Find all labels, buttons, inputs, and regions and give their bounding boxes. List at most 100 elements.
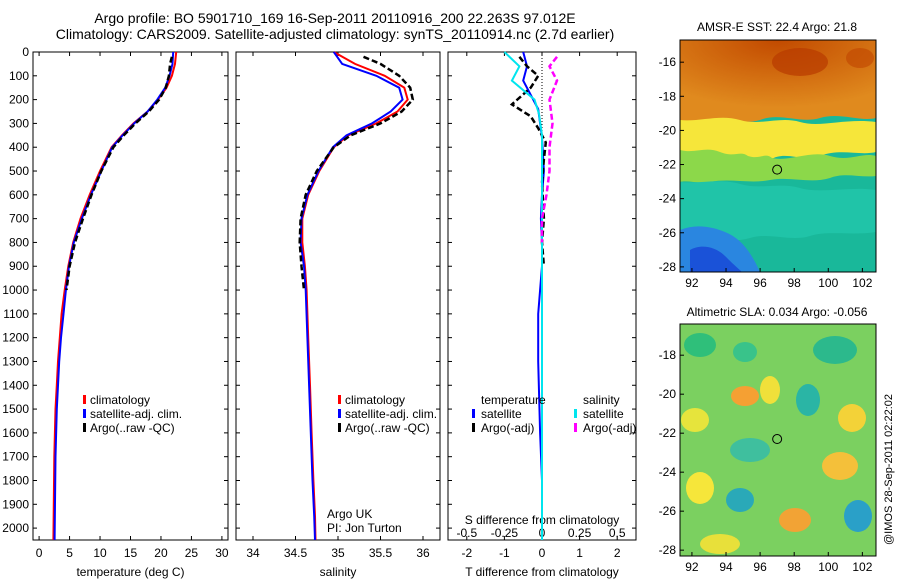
title-line-2: Climatology: CARS2009. Satellite-adjuste… xyxy=(55,26,615,42)
map-y-tick-label: -16 xyxy=(659,55,677,69)
sst-warm-region xyxy=(680,40,876,125)
map-y-tick-label: -24 xyxy=(659,192,677,206)
legend-swatch-t-argo xyxy=(472,423,475,432)
series-line xyxy=(65,56,174,291)
y-tick-label: 1300 xyxy=(2,354,29,368)
x-tick-label: -2 xyxy=(461,546,472,560)
x-tick-label: 2 xyxy=(614,546,621,560)
sla-low-patch xyxy=(844,500,872,532)
series-line xyxy=(299,51,404,541)
x-tick-label: 30 xyxy=(215,546,229,560)
series-line xyxy=(540,56,559,243)
x-tick-label: 0 xyxy=(36,546,43,560)
legend-swatch-satellite xyxy=(338,409,341,418)
series-line xyxy=(301,51,409,541)
sst-mid-yellow xyxy=(680,117,876,164)
sla-low-patch xyxy=(684,333,716,357)
map-y-tick-label: -22 xyxy=(659,158,677,172)
sla-low-patch xyxy=(796,384,820,416)
x-axis-label: temperature (deg C) xyxy=(76,565,184,579)
legend-label-satellite: satellite-adj. clim. xyxy=(345,407,437,421)
sst-map-frame xyxy=(679,39,877,273)
map-x-tick-label: 98 xyxy=(788,560,802,574)
series-line xyxy=(298,55,415,291)
series-line xyxy=(509,56,548,267)
sla-high-patch xyxy=(686,472,714,504)
map-y-tick-label: -18 xyxy=(659,89,677,103)
x-tick-label: 35.5 xyxy=(369,546,393,560)
sla-high-patch xyxy=(760,376,780,404)
temperature-panel: 0 5 10 15 20 25 30 temperature (deg C) 0 100 200 30… xyxy=(2,45,229,579)
sst-map-title: AMSR-E SST: 22.4 Argo: 21.8 xyxy=(697,20,857,34)
sst-hot-patch xyxy=(846,48,874,68)
annotation-line-1: Argo UK xyxy=(327,507,372,521)
x-axis-label: salinity xyxy=(320,565,357,579)
imos-timestamp: @IMOS 28-Sep-2011 02:22:02 xyxy=(883,394,895,545)
x-tick-label: 0 xyxy=(539,546,546,560)
sla-low-patch xyxy=(813,336,857,364)
legend-swatch-s-argo xyxy=(574,423,577,432)
legend-label-argo: Argo(..raw -QC) xyxy=(345,421,430,435)
sla-map-frame xyxy=(679,323,877,557)
legend-label-t-argo: Argo(-adj) xyxy=(481,421,534,435)
salinity-panel: 34 34.5 35 35.5 36 salinity xyxy=(235,51,441,579)
map-y-tick-label: -24 xyxy=(659,465,677,479)
x-tick-label: 35 xyxy=(331,546,345,560)
legend-salinity: climatology satellite-adj. clim. Argo(..… xyxy=(327,393,437,535)
map-x-tick-label: 92 xyxy=(685,560,699,574)
series-line xyxy=(53,51,175,541)
sla-map-title: Altimetric SLA: 0.034 Argo: -0.056 xyxy=(687,305,868,319)
map-y-tick-label: -26 xyxy=(659,226,677,240)
y-tick-label: 600 xyxy=(9,188,29,202)
sla-low-patch xyxy=(730,438,770,462)
x-tick-label: 10 xyxy=(93,546,107,560)
sst-cold-core xyxy=(690,246,742,272)
legend-difference: temperature salinity satellite Argo(-adj… xyxy=(472,393,636,435)
legend-heading-temperature: temperature xyxy=(481,393,546,407)
map-x-tick-label: 102 xyxy=(852,560,872,574)
legend-label-climatology: climatology xyxy=(345,393,405,407)
sla-high-patch xyxy=(822,452,858,480)
map-x-tick-label: 96 xyxy=(753,276,767,290)
legend-heading-salinity: salinity xyxy=(583,393,620,407)
map-y-tick-label: -18 xyxy=(659,348,677,362)
sst-argo-marker xyxy=(772,164,783,175)
sla-low-patch xyxy=(726,488,754,512)
legend-swatch-argo xyxy=(83,423,86,432)
x-tick-label-top: -0.5 xyxy=(456,526,477,540)
map-x-tick-label: 102 xyxy=(852,276,872,290)
map-x-tick-label: 100 xyxy=(818,276,838,290)
x-tick-label: 34 xyxy=(246,546,260,560)
y-tick-label: 300 xyxy=(9,116,29,130)
legend-label-argo: Argo(..raw -QC) xyxy=(90,421,175,435)
y-tick-label: 1400 xyxy=(2,378,29,392)
sla-high-patch xyxy=(838,404,866,432)
title-line-1: Argo profile: BO 5901710_169 16-Sep-2011… xyxy=(94,10,576,26)
y-tick-label: 1500 xyxy=(2,402,29,416)
y-tick-label: 0 xyxy=(22,45,29,59)
legend-swatch-s-satellite xyxy=(574,409,577,418)
x-tick-label-top: 0.5 xyxy=(609,526,626,540)
sla-low-patch xyxy=(733,342,757,362)
y-tick-label: 900 xyxy=(9,259,29,273)
y-tick-label: 1900 xyxy=(2,497,29,511)
x-axis-label: T difference from climatology xyxy=(465,565,619,579)
y-tick-label: 1600 xyxy=(2,426,29,440)
x-tick-label: 1 xyxy=(576,546,583,560)
sla-high-patch xyxy=(681,408,709,432)
legend-temperature: climatology satellite-adj. clim. Argo(..… xyxy=(83,393,182,435)
sla-high-patch xyxy=(731,386,759,406)
legend-swatch-satellite xyxy=(83,409,86,418)
x-tick-label: 36 xyxy=(416,546,430,560)
legend-swatch-climatology xyxy=(83,395,86,404)
y-tick-label: 700 xyxy=(9,212,29,226)
sla-argo-marker xyxy=(772,434,783,445)
x-tick-label: 25 xyxy=(185,546,199,560)
y-tick-label: 200 xyxy=(9,93,29,107)
y-tick-label: 400 xyxy=(9,140,29,154)
legend-swatch-climatology xyxy=(338,395,341,404)
x-tick-label-top: -0.25 xyxy=(491,526,519,540)
y-tick-label: 100 xyxy=(9,69,29,83)
